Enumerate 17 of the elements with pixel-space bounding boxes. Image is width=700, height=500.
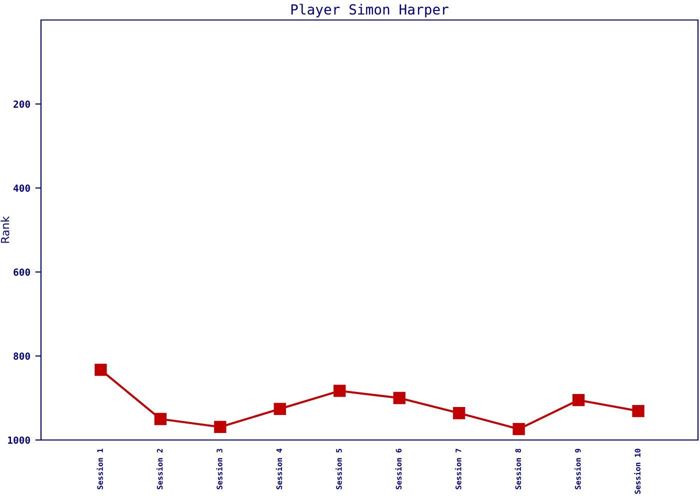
y-tick-label: 1000: [8, 436, 30, 444]
y-tick-label: 600: [14, 268, 30, 276]
point: [214, 420, 226, 434]
point: [572, 394, 585, 406]
point: [334, 384, 346, 397]
point: [94, 364, 107, 376]
point: [512, 423, 525, 436]
point: [393, 392, 406, 404]
point: [274, 402, 286, 415]
point: [632, 404, 644, 418]
point: [154, 412, 167, 426]
y-tick-label: 800: [14, 352, 30, 360]
point: [453, 407, 466, 420]
y-tick-label: 200: [14, 100, 30, 108]
y-axis-title: Rank: [0, 216, 10, 243]
y-tick-label: 400: [14, 184, 30, 192]
chart-title: Player Simon Harper: [291, 4, 448, 18]
